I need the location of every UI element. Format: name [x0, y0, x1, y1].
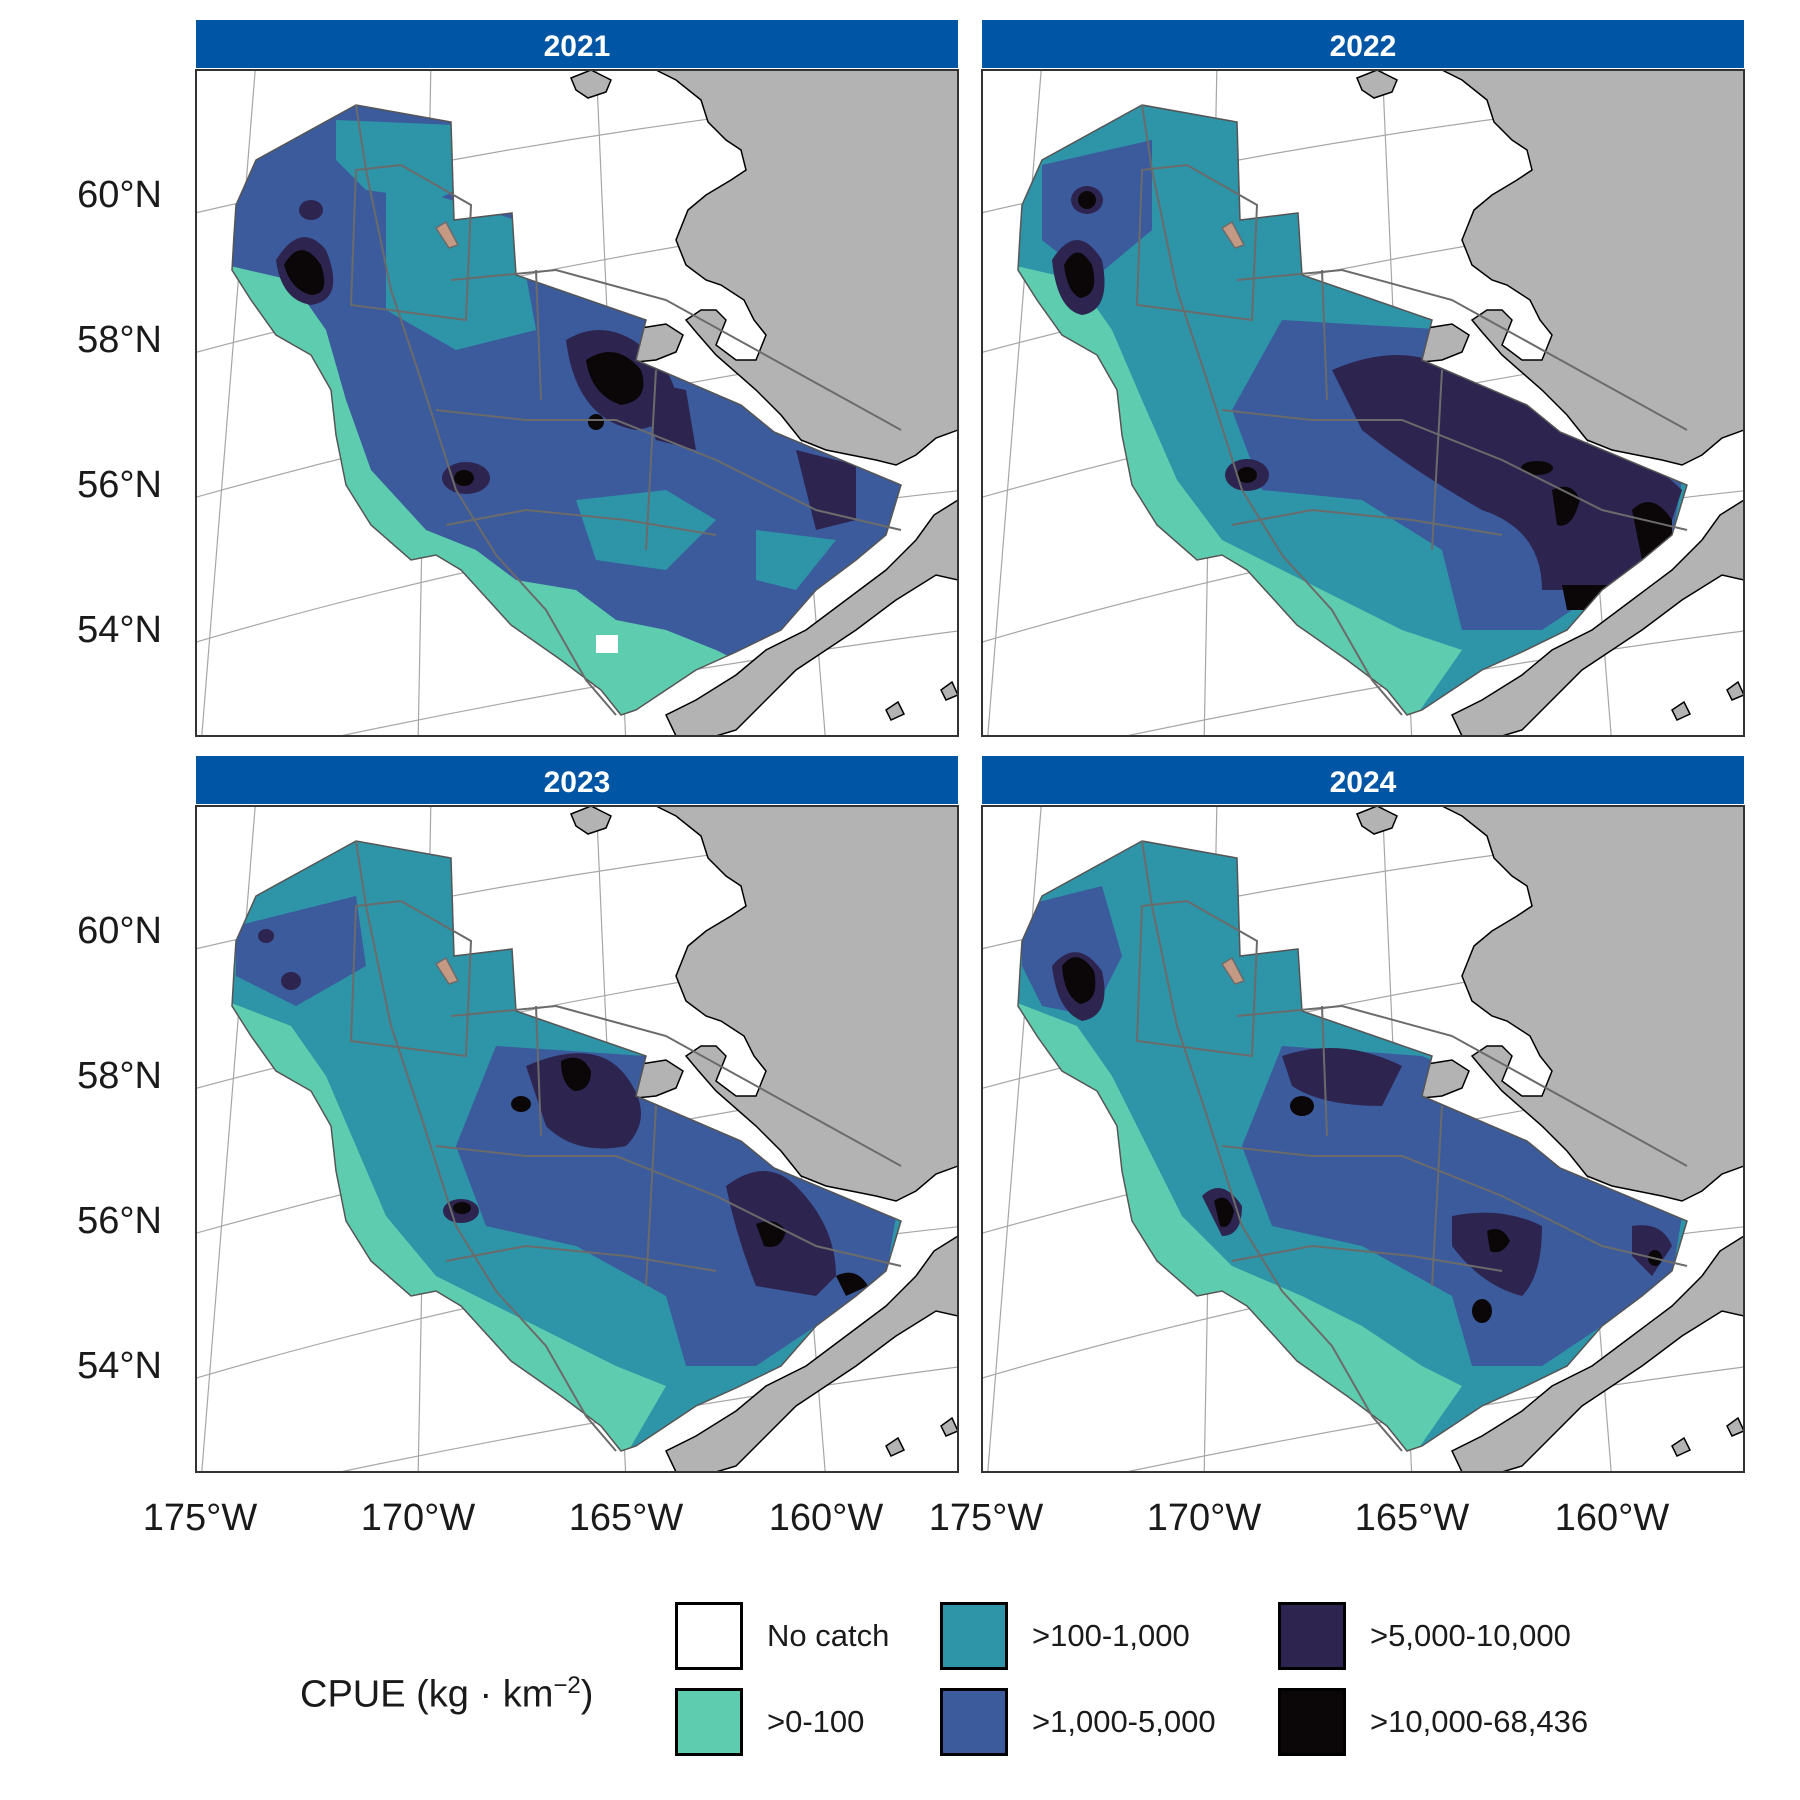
- lat-label-54n: 54°N: [77, 1345, 162, 1387]
- panel-strip: [196, 756, 958, 804]
- legend-swatch: [675, 1688, 743, 1756]
- legend-swatch: [940, 1602, 1008, 1670]
- legend-label: No catch: [767, 1618, 890, 1653]
- panel-year-label: 2021: [544, 30, 611, 63]
- legend-item-5000-10000: >5,000-10,000: [1278, 1600, 1571, 1672]
- lat-label-56n: 56°N: [77, 1200, 162, 1242]
- panel-2021: 2021: [195, 20, 959, 737]
- legend-item-100-1000: >100-1,000: [940, 1600, 1190, 1672]
- legend-swatch: [1278, 1602, 1346, 1670]
- legend-label: >10,000-68,436: [1370, 1704, 1589, 1739]
- legend-label: >0-100: [767, 1704, 865, 1739]
- legend-swatch: [940, 1688, 1008, 1756]
- legend-swatch: [1278, 1688, 1346, 1756]
- lat-label-54n: 54°N: [77, 609, 162, 651]
- legend-title: CPUE (kg · km−2): [300, 1672, 594, 1716]
- lon-label-175w: 175°W: [929, 1497, 1044, 1539]
- legend-label: >1,000-5,000: [1032, 1704, 1216, 1739]
- panel-year-label: 2024: [1330, 766, 1397, 799]
- legend-label: >5,000-10,000: [1370, 1618, 1571, 1653]
- lon-label-165w: 165°W: [1355, 1497, 1470, 1539]
- panel-strip: [196, 20, 958, 68]
- legend-item-1000-5000: >1,000-5,000: [940, 1686, 1216, 1758]
- lat-label-58n: 58°N: [77, 1055, 162, 1097]
- panel-2022: 2022: [981, 20, 1745, 737]
- lat-label-60n: 60°N: [77, 910, 162, 952]
- panel-2023: 2023: [195, 756, 959, 1473]
- legend-item-no-catch: No catch: [675, 1600, 889, 1672]
- panel-strip: [982, 20, 1744, 68]
- legend-label: >100-1,000: [1032, 1618, 1190, 1653]
- lon-label-170w: 170°W: [361, 1497, 476, 1539]
- lon-label-170w: 170°W: [1147, 1497, 1262, 1539]
- panel-year-label: 2022: [1330, 30, 1397, 63]
- legend-item-10000-68436: >10,000-68,436: [1278, 1686, 1588, 1758]
- lat-label-56n: 56°N: [77, 464, 162, 506]
- legend-swatch: [675, 1602, 743, 1670]
- lat-label-60n: 60°N: [77, 174, 162, 216]
- legend-item-0-100: >0-100: [675, 1686, 864, 1758]
- lon-label-160w: 160°W: [769, 1497, 884, 1539]
- panel-strip: [982, 756, 1744, 804]
- lon-label-160w: 160°W: [1555, 1497, 1670, 1539]
- lon-label-175w: 175°W: [143, 1497, 258, 1539]
- cpue-legend: CPUE (kg · km−2) No catch >0-100 >100-1,…: [0, 1580, 1800, 1800]
- panel-year-label: 2023: [544, 766, 611, 799]
- panel-2024: 2024: [981, 756, 1745, 1473]
- lon-label-165w: 165°W: [569, 1497, 684, 1539]
- lat-label-58n: 58°N: [77, 319, 162, 361]
